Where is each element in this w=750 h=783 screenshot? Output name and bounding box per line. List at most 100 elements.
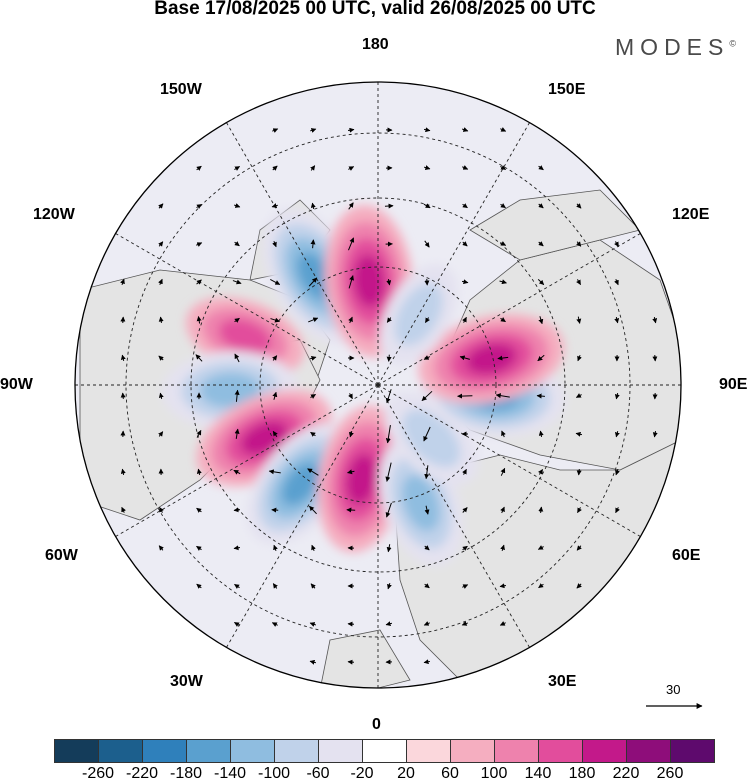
wind-arrow <box>538 506 544 514</box>
wind-arrow <box>348 166 355 171</box>
wind-arrow <box>462 203 468 209</box>
colorbar-tick-label: 20 <box>397 765 415 782</box>
wind-arrow <box>196 429 202 438</box>
anomaly-contour <box>394 283 443 346</box>
anomaly-contour <box>297 252 334 300</box>
wind-arrow <box>576 583 582 589</box>
wind-arrow <box>538 241 544 247</box>
wind-arrow <box>497 355 509 361</box>
colorbar-tick-label: -180 <box>169 765 203 782</box>
wind-arrow <box>120 354 126 362</box>
wind-arrow <box>232 279 242 285</box>
wind-arrow <box>457 393 473 399</box>
wind-arrow <box>499 279 507 285</box>
wind-arrow <box>614 392 620 400</box>
anomaly-northsea-positive <box>317 405 406 553</box>
wind-arrow <box>462 241 468 247</box>
wind-arrow <box>270 279 281 285</box>
wind-arrow <box>576 241 582 247</box>
wind-arrow <box>614 279 619 286</box>
colorbar-tick-label: -260 <box>81 765 115 782</box>
wind-arrow <box>234 317 240 323</box>
wind-arrow <box>348 237 355 251</box>
wind-arrow <box>273 544 278 551</box>
anomaly-contour <box>282 462 320 505</box>
colorbar-tick-label: -20 <box>350 765 374 782</box>
wind-arrow <box>233 545 241 551</box>
wind-arrow <box>234 583 240 589</box>
wind-arrow <box>500 467 506 476</box>
wind-arrow <box>234 241 240 247</box>
wind-arrow <box>272 391 278 400</box>
label-150e: 150E <box>548 81 586 98</box>
wind-arrow <box>385 389 392 404</box>
label-90w: 90W <box>0 376 33 393</box>
wind-arrow <box>120 278 125 285</box>
wind-arrow <box>348 275 355 289</box>
colorbar-tick-label: 100 <box>480 765 508 782</box>
wind-arrow <box>309 128 317 133</box>
colorbar-tick-label: -140 <box>213 765 247 782</box>
wind-arrow <box>272 583 278 589</box>
wind-arrow <box>310 165 316 171</box>
wind-arrow <box>310 239 316 249</box>
wind-arrow <box>310 583 316 589</box>
wind-arrow <box>501 430 506 438</box>
anomaly-contour <box>218 319 272 355</box>
wind-arrow <box>196 203 202 209</box>
wind-arrow <box>310 393 316 399</box>
meridian-line <box>377 384 641 537</box>
wind-arrow <box>234 389 240 402</box>
wind-arrow <box>500 203 506 209</box>
wind-arrow <box>196 279 202 285</box>
wind-arrow <box>462 127 469 132</box>
anomaly-layer <box>162 205 566 567</box>
wind-arrow <box>615 468 620 476</box>
wind-arrow <box>614 316 620 324</box>
wind-arrow <box>536 393 545 399</box>
colorbar-tick-label: -100 <box>257 765 291 782</box>
wind-arrow <box>461 621 468 626</box>
wind-arrow <box>537 278 545 286</box>
wind-arrow <box>308 277 318 287</box>
wind-arrow <box>272 165 278 171</box>
meridian-line <box>226 122 379 386</box>
wind-arrow <box>575 431 583 437</box>
wind-arrow <box>576 545 582 551</box>
colorbar-tick-label: 260 <box>656 765 684 782</box>
wind-arrow <box>538 165 544 171</box>
wind-arrow <box>158 545 164 551</box>
anomaly-contour <box>200 372 261 408</box>
colorbar-tick-label: -220 <box>125 765 159 782</box>
wind-arrow <box>500 165 507 170</box>
wind-arrow <box>499 621 506 626</box>
wind-arrow <box>500 544 505 552</box>
brand-text: MODES <box>615 34 730 60</box>
wind-arrow <box>310 202 316 210</box>
wind-arrow <box>158 316 164 324</box>
wind-arrow <box>121 506 126 513</box>
colorbar-swatch <box>231 740 275 762</box>
wind-arrow <box>311 544 316 551</box>
meridian-line <box>377 384 530 648</box>
wind-arrow <box>347 469 355 475</box>
wind-vectors <box>120 127 658 665</box>
wind-arrow <box>423 659 431 665</box>
wind-arrow <box>307 468 319 476</box>
wind-arrow <box>423 203 431 209</box>
wind-arrow <box>309 659 317 665</box>
wind-arrow <box>347 127 355 133</box>
wind-arrow <box>537 545 544 550</box>
wind-arrow <box>348 316 353 324</box>
wind-arrow <box>196 468 202 476</box>
anomaly-eastsiberia-negative <box>379 264 458 366</box>
wind-arrow <box>462 468 467 475</box>
wind-arrow <box>387 582 392 590</box>
wind-arrow <box>270 317 280 323</box>
wind-arrow <box>386 544 392 553</box>
wind-arrow <box>348 393 353 400</box>
colorbar-swatch <box>275 740 319 762</box>
label-120w: 120W <box>33 206 75 223</box>
wind-arrow <box>500 317 506 323</box>
